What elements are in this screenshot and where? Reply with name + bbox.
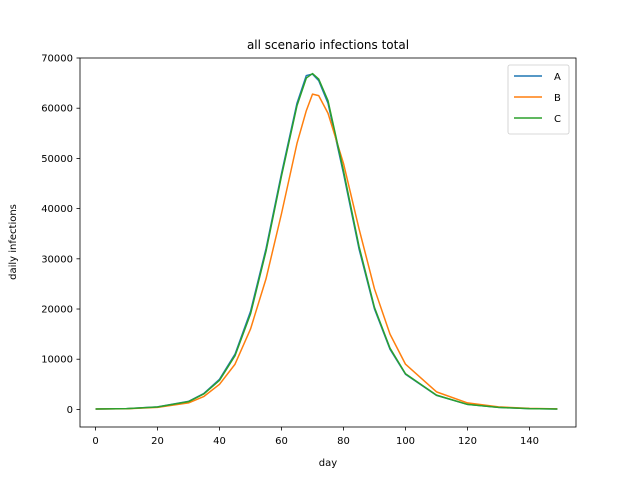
plot-frame: [79, 57, 577, 428]
legend-frame: [507, 64, 570, 135]
x-tick-label: 0: [92, 436, 98, 447]
x-tick-label: 40: [213, 436, 226, 447]
x-tick-label: 100: [396, 436, 415, 447]
series-line-c: [95, 72, 558, 410]
x-tick-label: 20: [151, 436, 164, 447]
series-line-b: [95, 93, 558, 410]
y-tick-label: 20000: [41, 305, 73, 316]
plot-area: [79, 57, 577, 428]
x-axis: 0 20 40 60 80 100 120 140: [92, 427, 539, 447]
y-axis: 0 10000 20000 30000 40000 50000 60000 70000: [41, 54, 80, 416]
legend: ABC: [507, 64, 570, 135]
y-tick-label: 60000: [41, 104, 73, 115]
y-tick-label: 30000: [41, 254, 73, 265]
y-tick-label: 10000: [41, 355, 73, 366]
chart-title: all scenario infections total: [247, 38, 409, 52]
legend-label-a: A: [554, 72, 561, 83]
x-tick-label: 60: [275, 436, 288, 447]
y-tick-label: 70000: [41, 54, 73, 65]
y-axis-label: daily infections: [8, 204, 19, 280]
y-tick-label: 0: [67, 405, 73, 416]
legend-label-c: C: [554, 114, 561, 125]
series-group: [95, 72, 558, 410]
y-tick-label: 40000: [41, 204, 73, 215]
y-tick-label: 50000: [41, 154, 73, 165]
x-tick-label: 80: [337, 436, 350, 447]
x-tick-label: 140: [520, 436, 539, 447]
x-axis-label: day: [319, 458, 337, 469]
x-tick-label: 120: [458, 436, 477, 447]
legend-label-b: B: [554, 93, 561, 104]
